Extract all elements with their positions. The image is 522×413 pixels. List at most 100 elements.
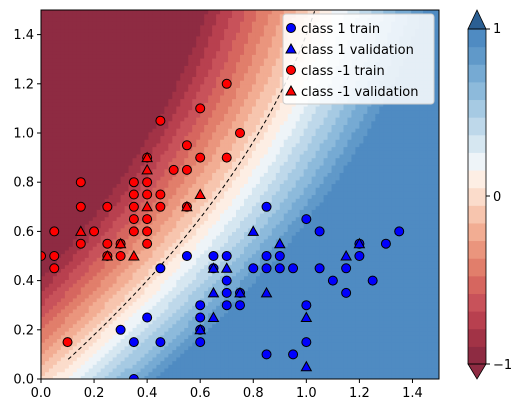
- contour-cell: [52, 235, 58, 240]
- contour-cell: [176, 209, 181, 214]
- contour-cell: [188, 131, 193, 137]
- contour-cell: [140, 323, 146, 328]
- contour-cell: [212, 139, 217, 144]
- contour-cell: [128, 334, 134, 340]
- contour-cell: [140, 172, 146, 177]
- contour-cell: [192, 161, 197, 166]
- contour-cell: [108, 220, 114, 225]
- contour-cell: [148, 176, 154, 181]
- contour-cell: [44, 220, 50, 225]
- contour-cell: [104, 235, 110, 240]
- contour-cell: [200, 43, 205, 48]
- contour-cell: [184, 360, 189, 365]
- contour-cell: [184, 157, 189, 162]
- contour-cell: [108, 271, 114, 277]
- contour-cell: [140, 279, 146, 284]
- contour-cell: [96, 198, 102, 203]
- contour-cell: [212, 142, 217, 148]
- contour-cell: [188, 157, 193, 162]
- contour-cell: [168, 157, 173, 162]
- contour-cell: [124, 172, 130, 177]
- contour-cell: [64, 246, 70, 251]
- contour-cell: [180, 83, 185, 89]
- contour-cell: [44, 235, 50, 240]
- contour-cell: [120, 61, 126, 66]
- contour-cell: [188, 353, 193, 358]
- contour-cell: [52, 308, 58, 314]
- contour-cell: [48, 331, 54, 336]
- contour-cell: [76, 319, 82, 325]
- contour-cell: [116, 10, 122, 15]
- contour-cell: [172, 91, 177, 96]
- contour-cell: [68, 334, 74, 340]
- contour-cell: [156, 283, 161, 288]
- contour-cell: [124, 216, 130, 221]
- contour-cell: [56, 316, 62, 321]
- contour-cell: [48, 61, 54, 66]
- contour-cell: [116, 120, 122, 125]
- contour-cell: [80, 279, 86, 284]
- contour-cell: [148, 209, 154, 214]
- contour-cell: [48, 283, 54, 288]
- contour-cell: [220, 87, 225, 92]
- contour-cell: [164, 286, 169, 292]
- contour-cell: [172, 54, 177, 59]
- contour-cell: [60, 375, 66, 379]
- contour-cell: [172, 124, 177, 129]
- contour-cell: [96, 201, 102, 207]
- contour-cell: [128, 57, 134, 63]
- contour-cell: [144, 43, 150, 48]
- contour-cell: [132, 65, 138, 70]
- contour-cell: [196, 65, 201, 70]
- contour-cell: [148, 264, 154, 269]
- contour-cell: [160, 76, 165, 81]
- contour-cell: [56, 35, 62, 41]
- contour-cell: [72, 345, 78, 351]
- contour-cell: [76, 87, 82, 92]
- contour-cell: [120, 316, 126, 321]
- contour-cell: [116, 268, 122, 273]
- contour-cell: [60, 334, 66, 340]
- contour-cell: [44, 61, 50, 66]
- contour-cell: [84, 371, 90, 376]
- contour-cell: [100, 209, 106, 214]
- contour-cell: [56, 338, 62, 343]
- contour-cell: [140, 349, 146, 354]
- contour-cell: [184, 364, 189, 369]
- contour-cell: [100, 153, 106, 159]
- contour-cell: [216, 194, 221, 199]
- contour-cell: [52, 312, 58, 317]
- contour-cell: [184, 17, 189, 22]
- contour-cell: [80, 253, 86, 258]
- contour-cell: [228, 105, 233, 111]
- contour-cell: [220, 94, 225, 100]
- contour-cell: [228, 72, 233, 78]
- contour-cell: [160, 24, 165, 30]
- contour-cell: [88, 257, 94, 262]
- contour-cell: [64, 72, 70, 78]
- contour-cell: [84, 205, 90, 210]
- contour-cell: [212, 279, 217, 284]
- contour-cell: [140, 21, 146, 26]
- contour-cell: [196, 117, 201, 122]
- contour-cell: [144, 69, 150, 74]
- contour-cell: [92, 28, 98, 33]
- contour-cell: [44, 157, 50, 162]
- contour-cell: [236, 168, 241, 173]
- contour-cell: [100, 275, 106, 280]
- contour-cell: [156, 157, 161, 162]
- contour-cell: [92, 238, 98, 244]
- contour-cell: [172, 150, 177, 155]
- contour-cell: [41, 198, 46, 203]
- contour-cell: [100, 128, 106, 133]
- contour-cell: [84, 268, 90, 273]
- contour-cell: [148, 308, 154, 314]
- contour-cell: [56, 190, 62, 196]
- contour-cell: [156, 57, 161, 63]
- contour-cell: [44, 124, 50, 129]
- contour-cell: [148, 286, 154, 292]
- contour-cell: [204, 150, 209, 155]
- contour-cell: [192, 220, 197, 225]
- contour-cell: [120, 120, 126, 125]
- contour-cell: [176, 187, 181, 192]
